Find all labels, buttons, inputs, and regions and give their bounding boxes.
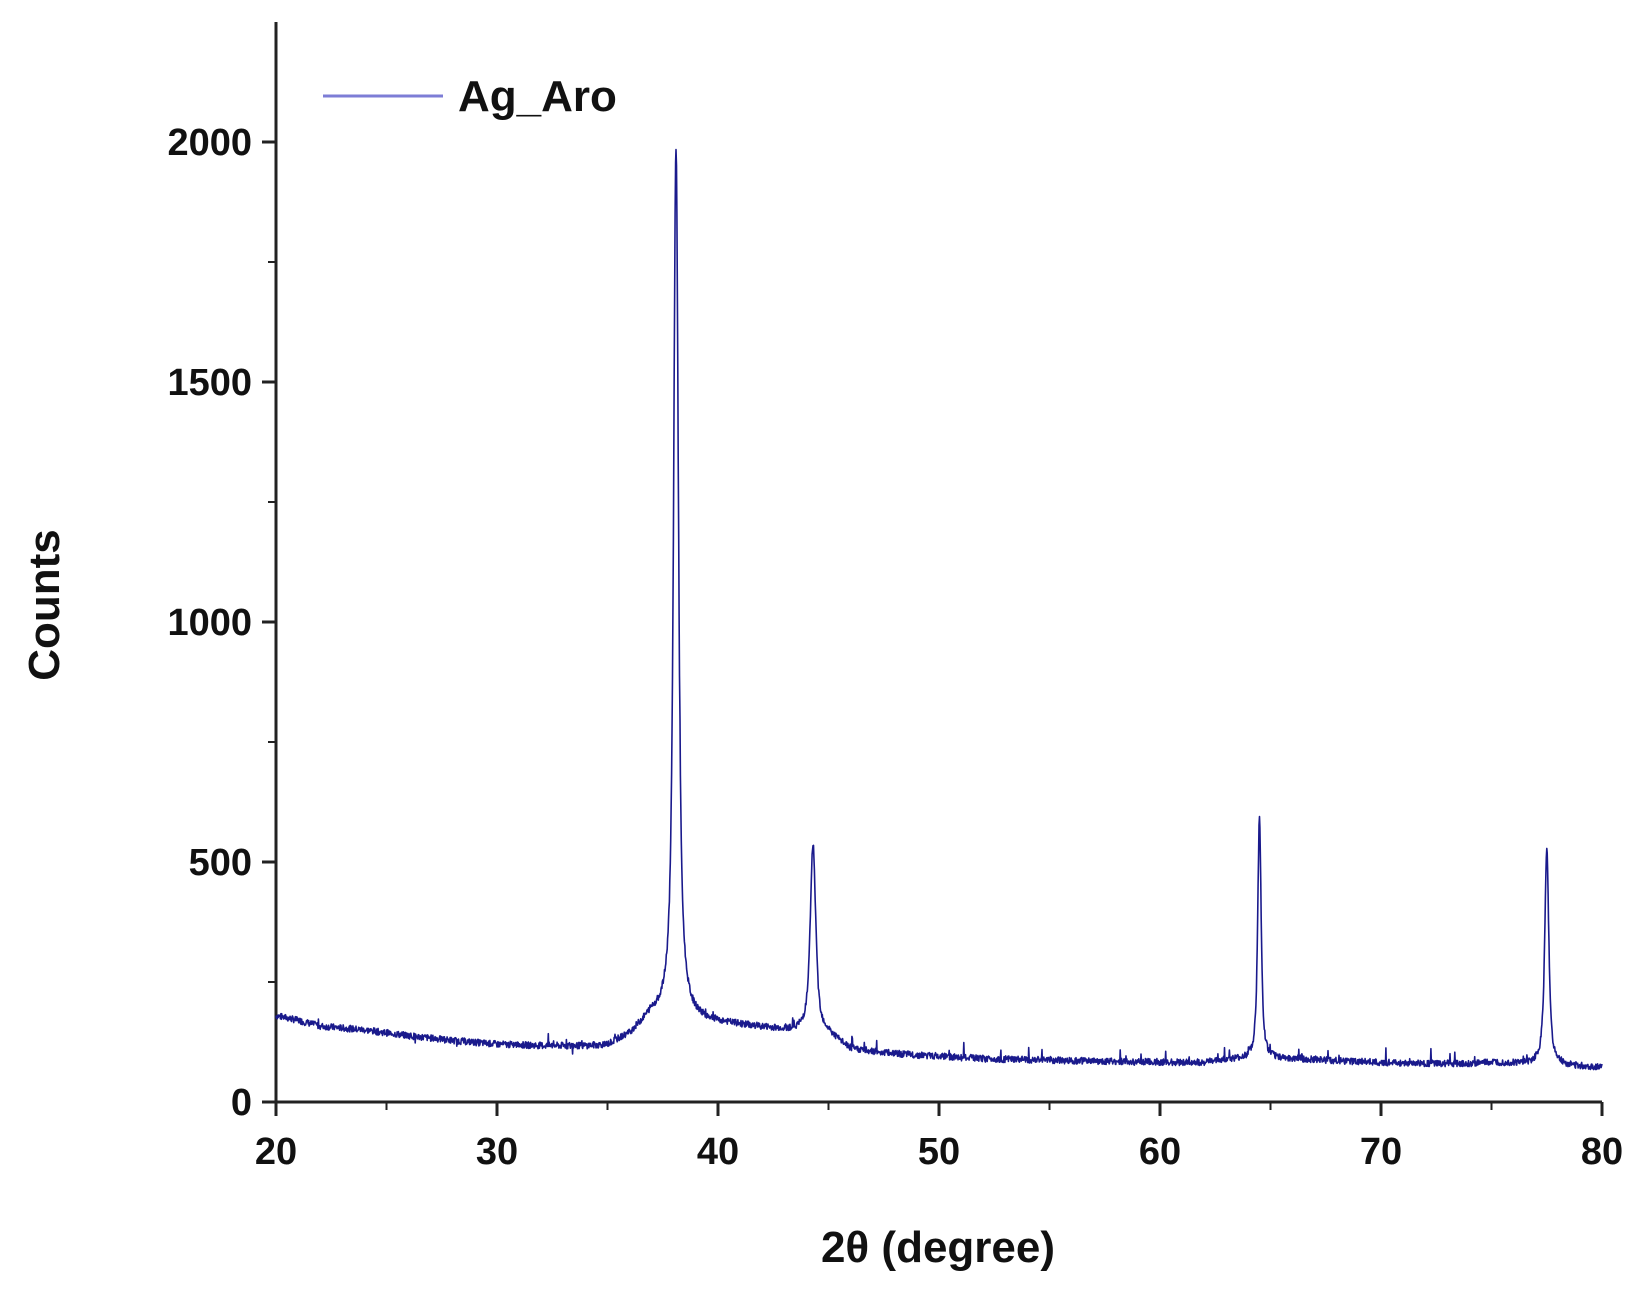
legend: Ag_Aro: [323, 72, 617, 121]
series-layer: [275, 148, 1603, 1071]
ticks: 20 30 40 50 60 70 80 0 500 1000 1500 2000: [167, 122, 1623, 1173]
x-tick-label: 30: [476, 1131, 518, 1173]
y-axis-title: Counts: [20, 529, 69, 681]
y-tick-label: 2000: [167, 122, 252, 164]
axes: [274, 22, 1602, 1104]
y-tick-label: 0: [231, 1082, 252, 1124]
y-tick-label: 500: [189, 842, 252, 884]
series-line-ag-aro: [275, 148, 1603, 1071]
x-tick-label: 50: [918, 1131, 960, 1173]
y-tick-label: 1000: [167, 602, 252, 644]
x-tick-label: 80: [1581, 1131, 1623, 1173]
x-tick-label: 70: [1360, 1131, 1402, 1173]
x-axis-title: 2θ (degree): [821, 1223, 1055, 1272]
x-tick-label: 60: [1139, 1131, 1181, 1173]
x-tick-label: 20: [255, 1131, 297, 1173]
x-tick-label: 40: [697, 1131, 739, 1173]
y-tick-label: 1500: [167, 362, 252, 404]
legend-label: Ag_Aro: [458, 72, 617, 121]
